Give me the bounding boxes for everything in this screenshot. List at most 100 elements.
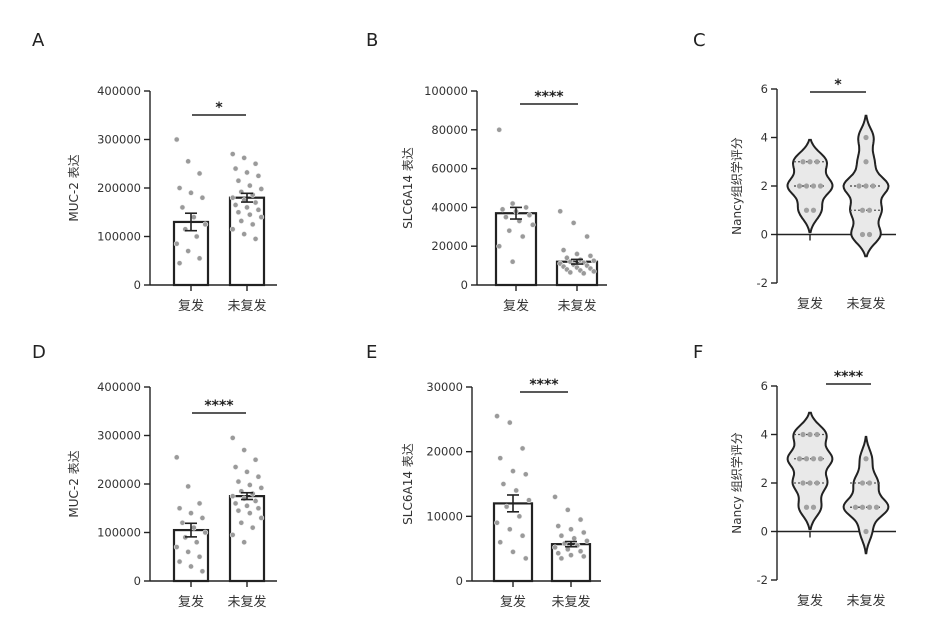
data-point (199, 568, 206, 575)
panel-letter: D (32, 342, 46, 363)
data-point (503, 503, 510, 510)
y-axis-label: MUC-2 表达 (67, 450, 81, 517)
y-tick-label: 20000 (426, 445, 463, 459)
data-point (555, 523, 562, 529)
data-point (803, 183, 810, 189)
data-point (255, 206, 262, 213)
data-point (552, 544, 558, 551)
data-point (509, 200, 516, 207)
data-point (803, 504, 810, 510)
data-point (571, 535, 578, 542)
data-point (577, 548, 584, 555)
data-point (800, 431, 806, 438)
y-axis-label: Nancy组织学评分 (729, 137, 744, 235)
data-point (188, 563, 194, 570)
data-point (185, 248, 192, 254)
x-category-label: 未复发 (846, 296, 885, 312)
data-point (564, 254, 570, 261)
y-tick-label: 6 (761, 82, 768, 96)
y-tick-label: 0 (761, 228, 768, 242)
x-category-label: 复发 (503, 298, 529, 314)
data-point (506, 227, 513, 234)
data-point (567, 269, 574, 276)
data-point (516, 513, 523, 520)
data-point (232, 202, 239, 208)
violin-2 (842, 435, 890, 555)
data-point (252, 498, 259, 504)
data-point (244, 169, 250, 176)
data-point (577, 516, 584, 523)
data-point (859, 504, 866, 510)
y-tick-label: 4 (761, 428, 768, 442)
data-point (506, 419, 513, 426)
data-point (249, 490, 256, 497)
data-point (497, 455, 504, 462)
data-point (807, 480, 813, 486)
y-tick-label: 400000 (97, 380, 141, 394)
x-category-label: 未复发 (551, 594, 590, 610)
data-point (202, 529, 209, 536)
y-tick-label: 100000 (424, 84, 468, 98)
data-point (558, 555, 565, 562)
y-tick-label: 0 (134, 574, 141, 588)
significance-label: **** (834, 369, 864, 385)
x-category-label: 复发 (178, 594, 204, 610)
data-point (523, 204, 529, 211)
data-point (814, 159, 820, 165)
x-category-label: 复发 (178, 298, 204, 314)
data-point (497, 539, 504, 546)
y-tick-label: 100000 (97, 526, 141, 540)
data-point (810, 456, 817, 462)
data-point (519, 233, 526, 240)
violin-1 (786, 411, 834, 531)
data-point (255, 505, 262, 512)
data-point (873, 504, 880, 510)
data-point (244, 204, 250, 211)
data-point (570, 220, 577, 226)
data-point (241, 155, 248, 161)
data-point (584, 538, 590, 544)
y-tick-label: 100000 (97, 230, 141, 244)
data-point (176, 558, 183, 565)
data-point (196, 170, 203, 177)
x-category-label: 未复发 (846, 593, 885, 609)
data-point (176, 260, 183, 267)
data-point (807, 159, 813, 165)
data-point (173, 544, 180, 550)
data-point (258, 186, 265, 192)
data-point (817, 456, 824, 462)
data-point (176, 505, 183, 512)
data-point (510, 468, 516, 474)
data-point (229, 532, 236, 538)
data-point (499, 206, 506, 213)
data-point (870, 183, 876, 189)
data-point (238, 218, 245, 224)
data-point (196, 553, 203, 560)
data-point (199, 194, 206, 201)
y-tick-label: -2 (757, 573, 768, 587)
data-point (229, 151, 236, 157)
data-point (229, 226, 236, 233)
data-point (241, 447, 248, 453)
data-point (229, 435, 236, 441)
data-point (252, 236, 259, 242)
data-point (503, 214, 509, 220)
data-point (796, 183, 803, 189)
data-point (235, 507, 242, 514)
data-point (574, 251, 580, 257)
data-point (176, 185, 183, 191)
data-point (185, 158, 192, 165)
data-point (173, 240, 180, 247)
data-point (580, 529, 587, 536)
data-point (185, 483, 192, 490)
data-point (555, 550, 562, 557)
panel-letter: F (693, 342, 703, 363)
data-point (249, 524, 256, 531)
y-axis-label: Nancy 组织学评分 (729, 432, 744, 533)
data-point (258, 515, 265, 521)
data-point (252, 160, 259, 167)
data-point (199, 515, 206, 521)
data-point (244, 502, 250, 509)
